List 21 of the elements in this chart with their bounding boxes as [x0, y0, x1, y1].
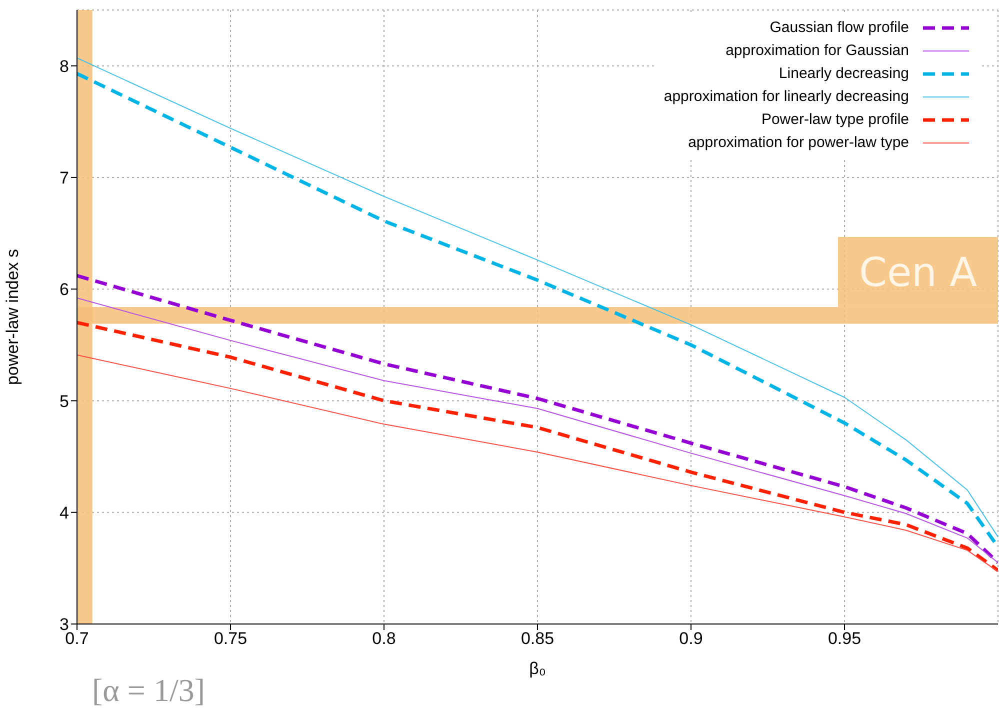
y-tick-label: 4 — [60, 503, 69, 522]
legend-label: Gaussian flow profile — [770, 19, 909, 36]
legend-label: Linearly decreasing — [778, 65, 909, 82]
x-tick-label: 0.85 — [520, 629, 554, 648]
x-tick-label: 0.7 — [65, 629, 89, 648]
x-axis-title: β₀ — [529, 659, 546, 678]
legend-label: approximation for power-law type — [688, 134, 909, 151]
y-tick-label: 5 — [60, 392, 69, 411]
x-tick-label: 0.75 — [214, 629, 248, 648]
legend-label: approximation for linearly decreasing — [664, 88, 909, 105]
x-tick-label: 0.9 — [679, 629, 703, 648]
band-label: Cen A — [859, 250, 978, 296]
x-tick-label: 0.8 — [372, 629, 396, 648]
x-tick-label: 0.95 — [828, 629, 862, 648]
legend-label: Power-law type profile — [761, 111, 909, 128]
y-tick-label: 6 — [60, 280, 69, 300]
y-tick-label: 8 — [60, 56, 69, 76]
text: [α = 1/3] — [92, 672, 206, 709]
legend-label: approximation for Gaussian — [726, 42, 909, 59]
y-axis-title: power-law index s — [3, 248, 22, 386]
y-tick-label: 7 — [60, 168, 69, 188]
